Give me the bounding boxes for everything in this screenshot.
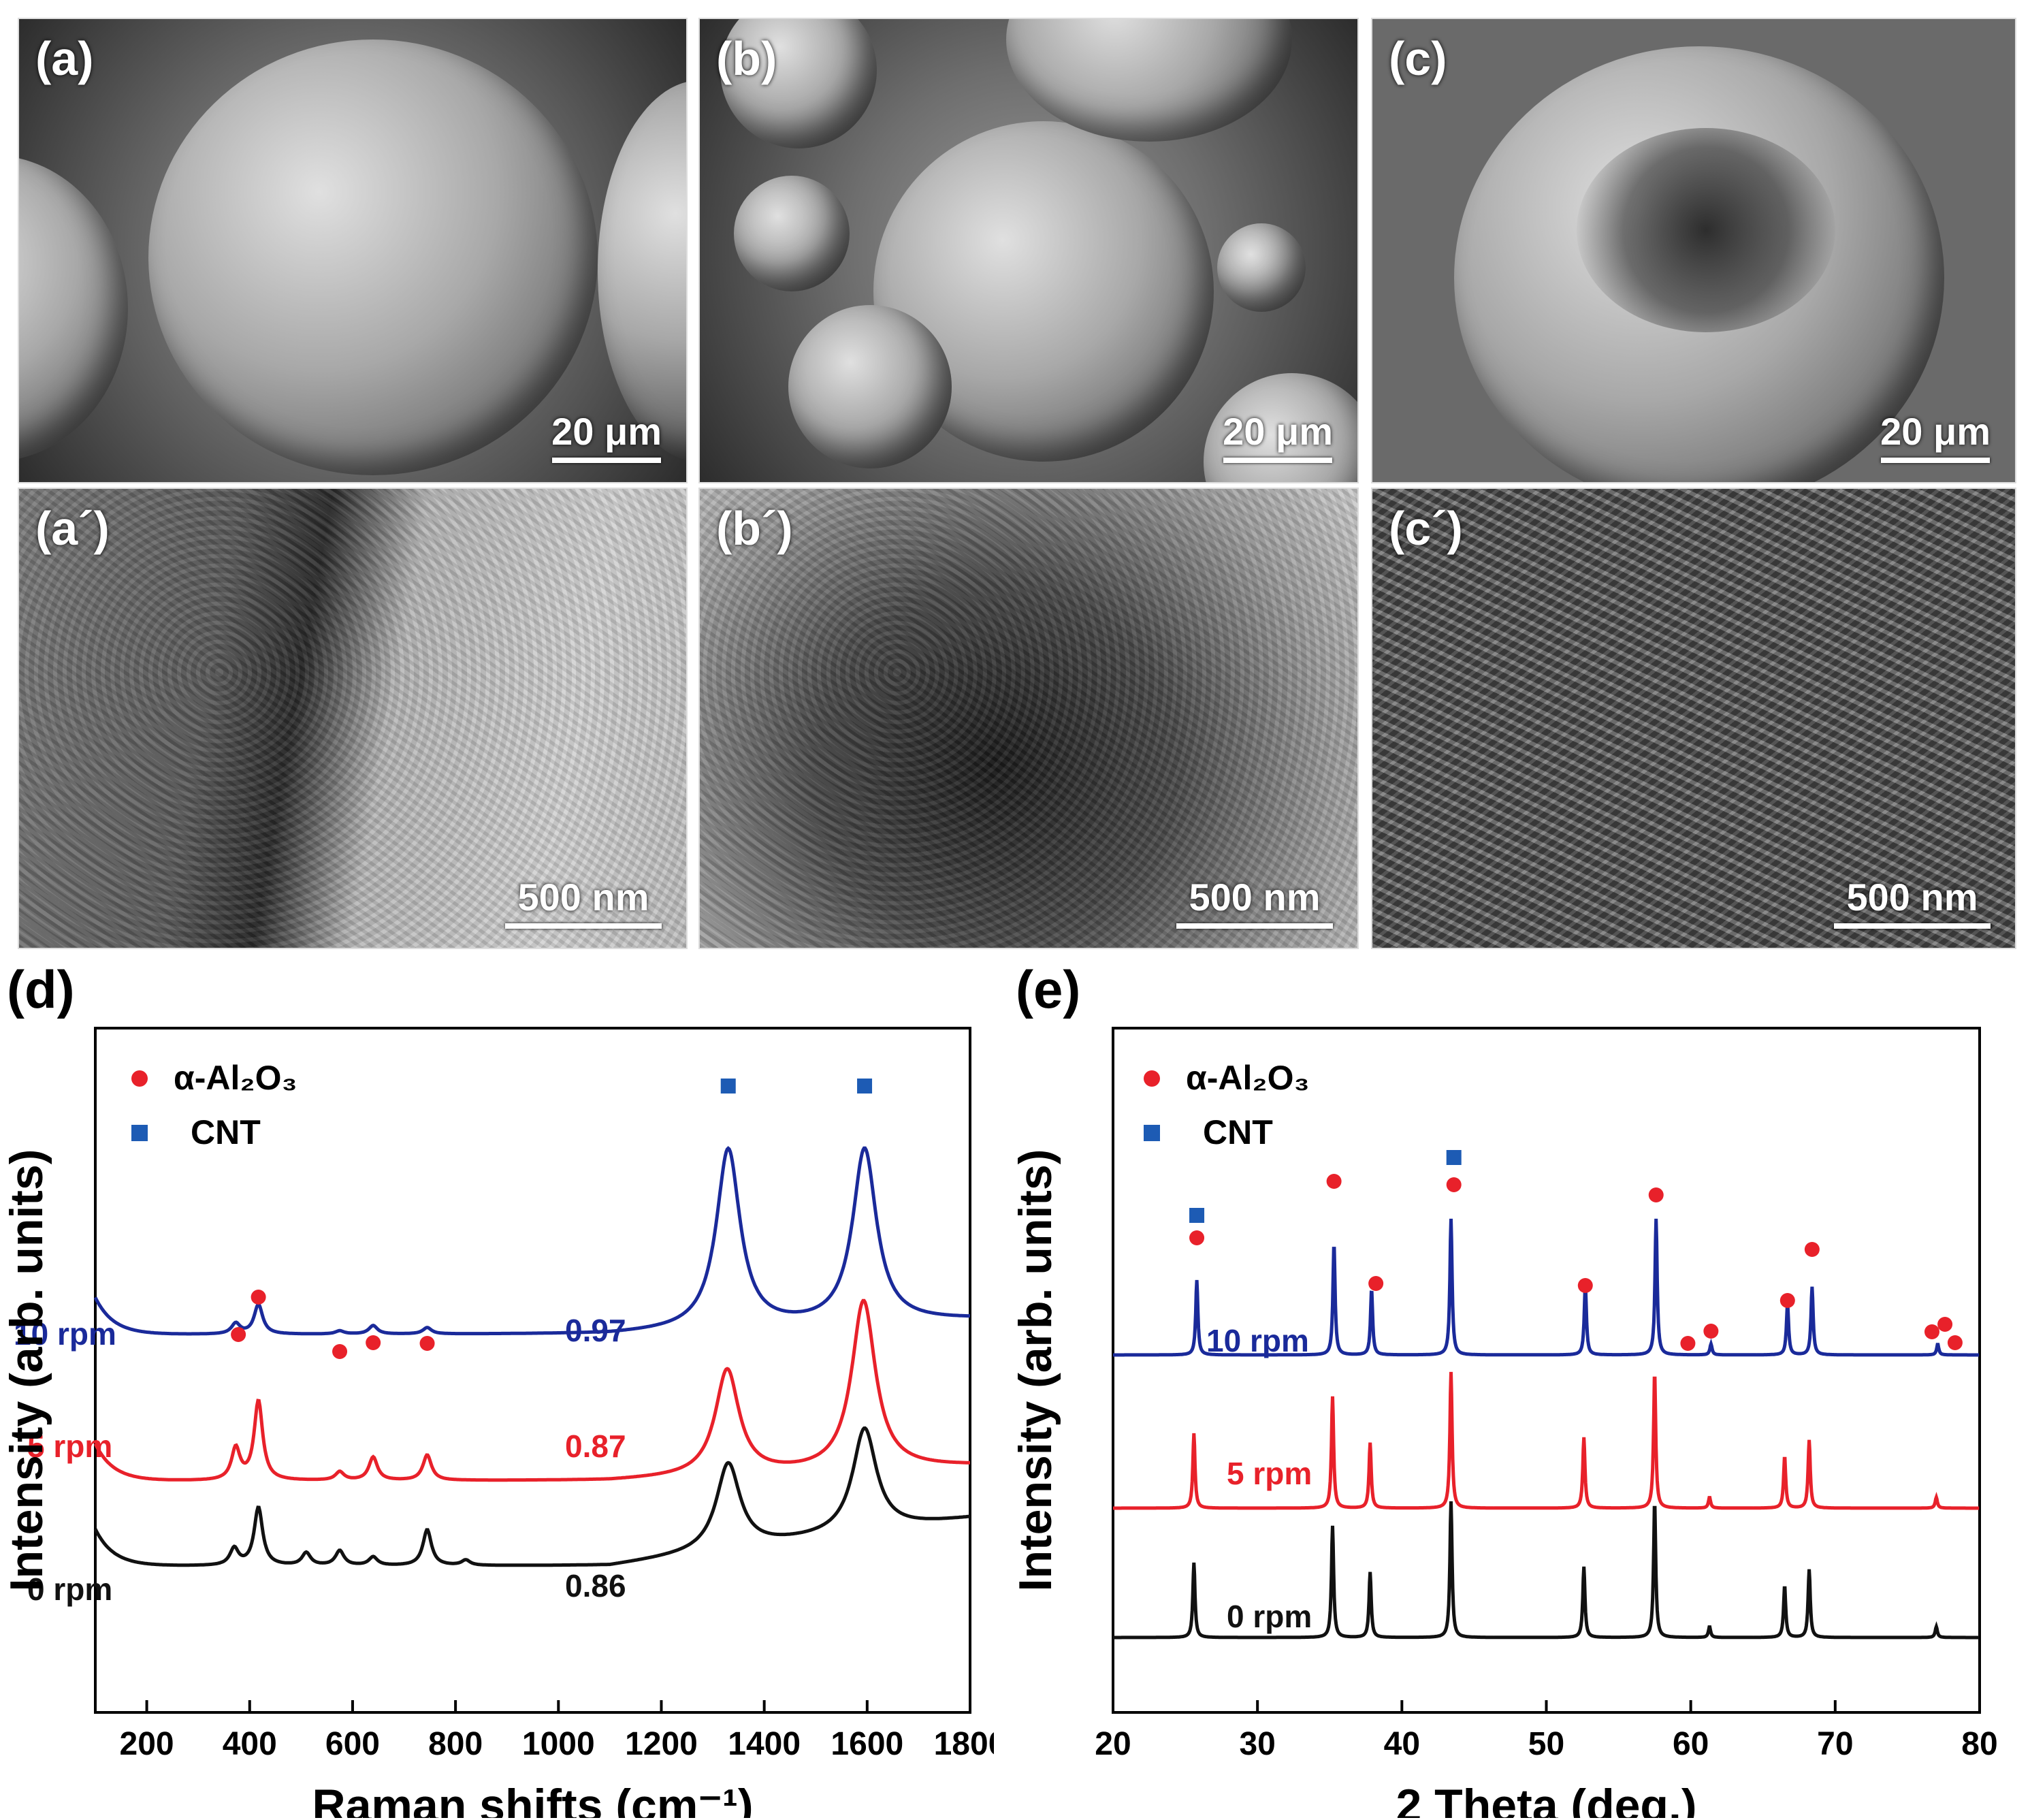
legend-marker-circle [1144,1070,1160,1087]
al2o3-peak-marker [251,1290,266,1305]
al2o3-peak-marker [332,1344,348,1359]
series-line-10-rpm [1113,1218,1980,1357]
al2o3-peak-marker [231,1327,246,1342]
panel-label: (c´) [1389,502,1463,555]
scale-bar: 500 nm [1834,875,1991,929]
al2o3-peak-marker [1680,1336,1696,1351]
scale-bar: 500 nm [505,875,662,929]
x-tick-label: 30 [1239,1726,1275,1762]
series-line-0-rpm [1113,1501,1980,1640]
xrd-chart: (e) 0 rpm 5 rpm 10 rpm α-Al₂O₃ CNT 20 30 40 50 60 7… [1010,959,1998,1818]
al2o3-peak-marker [1648,1187,1664,1202]
al2o3-peak-marker [1368,1276,1384,1291]
al2o3-peak-marker [1779,1293,1795,1308]
x-tick-label: 200 [120,1726,174,1762]
legend-marker-circle [131,1070,148,1087]
series-line-5-rpm [93,1298,970,1482]
y-axis-label: Intensity (arb. units) [1,1149,52,1592]
raman-chart: (d) 0 rpm 0.86 5 rpm 0.87 10 rpm 0.97 α-Al₂O₃ CN… [1,959,994,1818]
x-tick-label: 1200 [625,1726,698,1762]
microsphere-image [720,19,877,148]
series-label: 0 rpm [1227,1599,1312,1634]
sem-panel-a: (a) 20 μm [18,18,688,483]
al2o3-peak-marker [1924,1324,1939,1339]
x-tick-label: 70 [1817,1726,1853,1762]
chart-panel-label: (d) [7,959,75,1019]
legend-label: CNT [1203,1113,1273,1151]
sem-panel-b: (b) 20 μm [698,18,1359,483]
x-axis-label: Raman shifts (cm⁻¹) [312,1780,754,1818]
sem-panel-b-prime: (b´) 500 nm [698,488,1359,949]
al2o3-peak-marker [1804,1242,1820,1257]
y-axis-label: Intensity (arb. units) [1010,1149,1061,1592]
al2o3-peak-marker [419,1336,435,1351]
al2o3-peak-marker [366,1335,381,1350]
x-axis-label: 2 Theta (deg.) [1396,1780,1696,1818]
cnt-peak-marker [1446,1150,1462,1165]
al2o3-peak-marker [1577,1278,1593,1293]
scale-bar: 20 μm [1880,409,1991,463]
microsphere-image [1217,223,1306,312]
x-tick-label: 400 [223,1726,277,1762]
scale-bar: 20 μm [1223,409,1333,463]
scale-bar: 20 μm [551,409,662,463]
x-tick-label: 600 [325,1726,380,1762]
x-tick-label: 50 [1528,1726,1564,1762]
x-tick-label: 1400 [728,1726,801,1762]
al2o3-peak-marker [1189,1230,1205,1245]
legend-label: α-Al₂O₃ [1186,1059,1310,1097]
series-line-10-rpm [93,1146,971,1336]
x-tick-label: 1600 [831,1726,903,1762]
series-label: 10 rpm [1206,1323,1309,1358]
intensity-ratio-label: 0.86 [565,1568,626,1603]
legend-marker-square [131,1125,148,1141]
al2o3-peak-marker [1446,1177,1462,1192]
sem-panel-a-prime: (a´) 500 nm [18,488,688,949]
al2o3-peak-marker [1947,1335,1963,1350]
x-tick-label: 60 [1673,1726,1709,1762]
sem-panel-c: (c) 20 μm [1371,18,2016,483]
x-tick-label: 80 [1961,1726,1997,1762]
cnt-peak-marker [857,1079,873,1093]
al2o3-peak-marker [1937,1317,1953,1332]
dark-region [1577,128,1835,332]
al2o3-peak-marker [1703,1324,1719,1339]
cnt-peak-marker [1189,1208,1205,1223]
panel-label: (a) [35,32,94,85]
chart-panel-label: (e) [1016,959,1080,1019]
series-line-0-rpm [93,1426,971,1567]
intensity-ratio-label: 0.97 [565,1313,626,1348]
intensity-ratio-label: 0.87 [565,1428,626,1464]
series-label: 5 rpm [1227,1456,1312,1491]
cnt-peak-marker [720,1079,736,1093]
panel-label: (b) [716,32,777,85]
x-tick-label: 1800 [934,1726,994,1762]
sem-panel-c-prime: (c´) 500 nm [1371,488,2016,949]
x-tick-label: 20 [1095,1726,1131,1762]
plot-frame [94,1027,971,1714]
panel-label: (b´) [716,502,793,555]
legend-label: α-Al₂O₃ [174,1059,297,1097]
x-tick-label: 800 [428,1726,483,1762]
panel-label: (c) [1389,32,1447,85]
scale-bar: 500 nm [1176,875,1333,929]
series-line-5-rpm [1113,1371,1980,1510]
series-label: 10 rpm [14,1316,116,1352]
x-tick-label: 1000 [522,1726,595,1762]
microsphere-image [598,80,686,462]
al2o3-peak-marker [1326,1174,1342,1189]
microsphere-image [788,305,952,468]
legend-label: CNT [191,1113,261,1151]
series-label: 0 rpm [27,1571,112,1607]
x-tick-label: 40 [1384,1726,1420,1762]
microsphere-image [734,176,850,291]
series-label: 5 rpm [27,1428,112,1464]
microsphere-image [19,155,128,462]
panel-label: (a´) [35,502,110,555]
legend-marker-square [1144,1125,1160,1141]
microsphere-image [148,39,598,475]
